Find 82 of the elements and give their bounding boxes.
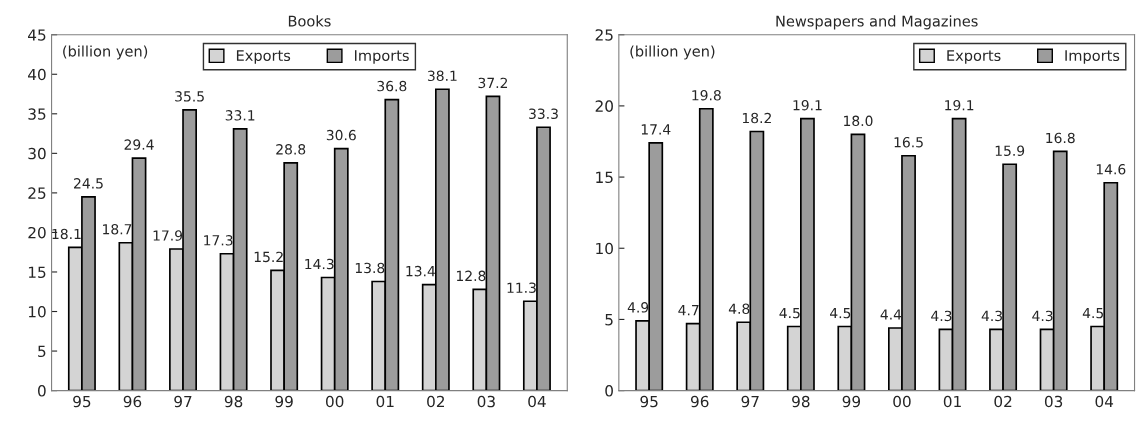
data-label: 4.3 bbox=[931, 310, 952, 322]
y-tick-label: 10 bbox=[28, 305, 46, 318]
data-label: 4.7 bbox=[678, 305, 699, 316]
legend-label: Imports bbox=[355, 50, 409, 64]
data-label: 19.8 bbox=[692, 89, 721, 101]
x-tick-label: 03 bbox=[477, 395, 495, 408]
data-label: 17.3 bbox=[204, 235, 233, 246]
x-tick-label: 00 bbox=[325, 395, 344, 408]
data-label: 12.8 bbox=[456, 270, 486, 282]
chart-title: Newspapers and Magazines bbox=[776, 15, 978, 30]
data-label: 15.2 bbox=[254, 251, 283, 263]
data-label: 37.2 bbox=[478, 77, 508, 89]
y-tick-label: 35 bbox=[28, 108, 46, 120]
data-label: 4.5 bbox=[779, 307, 800, 319]
y-tick-label: 40 bbox=[28, 68, 46, 81]
x-tick-label: 96 bbox=[123, 395, 142, 408]
x-tick-label: 01 bbox=[943, 395, 961, 408]
x-tick-label: 02 bbox=[427, 395, 445, 408]
data-label: 17.4 bbox=[641, 124, 671, 135]
x-tick-label: 00 bbox=[893, 395, 911, 408]
x-tick-label: 99 bbox=[275, 395, 293, 408]
y-tick-label: 30 bbox=[28, 147, 46, 160]
annotation: (billion yen) bbox=[630, 45, 715, 60]
x-tick-label: 04 bbox=[528, 395, 546, 408]
y-tick-label: 10 bbox=[596, 242, 613, 255]
y-tick-label: 20 bbox=[595, 100, 613, 112]
x-tick-label: 99 bbox=[842, 395, 861, 408]
legend-label: Exports bbox=[947, 50, 1001, 64]
y-tick-label: 45 bbox=[28, 29, 46, 41]
data-label: 4.9 bbox=[627, 302, 649, 313]
x-tick-label: 95 bbox=[73, 395, 91, 408]
data-label: 33.1 bbox=[225, 110, 255, 121]
chart-title: Books bbox=[288, 15, 331, 27]
data-label: 24.5 bbox=[74, 178, 103, 189]
data-label: 17.9 bbox=[153, 230, 183, 241]
data-label: 38.1 bbox=[427, 70, 457, 82]
y-tick-label: 5 bbox=[38, 345, 46, 358]
y-tick-label: 25 bbox=[595, 29, 613, 41]
x-tick-label: 97 bbox=[741, 395, 759, 408]
data-label: 19.1 bbox=[945, 99, 974, 111]
data-label: 18.0 bbox=[844, 115, 873, 127]
x-tick-label: 01 bbox=[376, 395, 394, 408]
data-label: 30.6 bbox=[326, 129, 356, 141]
y-tick-label: 15 bbox=[28, 266, 46, 278]
data-label: 11.3 bbox=[507, 282, 536, 293]
data-label: 18.7 bbox=[103, 223, 132, 235]
data-label: 16.8 bbox=[1046, 132, 1075, 144]
x-tick-label: 03 bbox=[1044, 395, 1063, 408]
data-label: 28.8 bbox=[276, 144, 306, 155]
data-label: 14.6 bbox=[1096, 164, 1126, 175]
x-tick-label: 97 bbox=[174, 395, 192, 408]
x-tick-label: 98 bbox=[224, 395, 243, 408]
data-label: 16.5 bbox=[894, 136, 923, 148]
data-label: 18.1 bbox=[52, 228, 81, 240]
data-label: 13.4 bbox=[406, 265, 436, 277]
data-label: 4.5 bbox=[830, 307, 851, 319]
y-tick-label: 20 bbox=[28, 226, 46, 239]
data-label: 29.4 bbox=[124, 139, 154, 150]
x-tick-label: 96 bbox=[690, 395, 709, 408]
x-tick-label: 04 bbox=[1095, 395, 1114, 408]
data-label: 15.9 bbox=[995, 145, 1025, 157]
x-tick-label: 02 bbox=[994, 395, 1012, 408]
data-label: 4.5 bbox=[1082, 307, 1103, 319]
data-label: 4.3 bbox=[1032, 310, 1053, 322]
data-label: 14.3 bbox=[305, 258, 334, 270]
data-label: 18.2 bbox=[742, 112, 771, 124]
y-tick-label: 15 bbox=[596, 171, 613, 184]
legend-label: Exports bbox=[236, 50, 291, 64]
data-label: 35.5 bbox=[175, 91, 204, 102]
x-tick-label: 98 bbox=[792, 395, 810, 408]
data-label: 36.8 bbox=[377, 80, 407, 92]
x-tick-label: 95 bbox=[640, 395, 658, 408]
data-label: 33.3 bbox=[529, 108, 558, 119]
legend-label: Imports bbox=[1065, 50, 1120, 64]
y-tick-label: 0 bbox=[605, 385, 613, 397]
data-label: 4.3 bbox=[981, 310, 1002, 322]
y-tick-label: 25 bbox=[28, 187, 46, 199]
data-label: 4.4 bbox=[880, 309, 902, 320]
y-tick-label: 0 bbox=[38, 385, 46, 397]
data-label: 19.1 bbox=[793, 99, 822, 111]
y-tick-label: 5 bbox=[605, 314, 613, 326]
annotation: (billion yen) bbox=[63, 45, 148, 60]
